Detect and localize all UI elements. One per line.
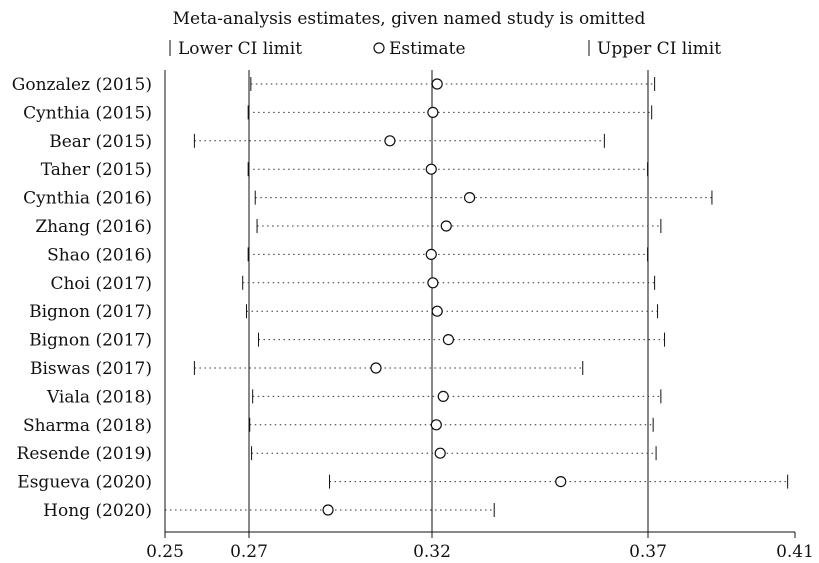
legend-upper-label: Upper CI limit	[597, 39, 721, 59]
legend-estimate-label: Estimate	[389, 39, 466, 59]
plot-area: 0.25 0.27 0.32 0.37 0.41 Gonzalez (2015) Cynth…	[12, 70, 814, 562]
study-label: Bignon (2017)	[29, 302, 152, 322]
study-label: Esgueva (2020)	[17, 473, 152, 493]
estimate-point	[425, 163, 437, 175]
study-label: Gonzalez (2015)	[12, 75, 152, 95]
legend-estimate-marker	[373, 42, 385, 54]
estimate-point	[430, 419, 442, 431]
x-tick-label: 0.41	[776, 542, 814, 562]
x-tick-label: 0.32	[413, 542, 451, 562]
study-label: Cynthia (2015)	[23, 103, 152, 123]
estimate-point	[427, 106, 439, 119]
estimate-point	[437, 390, 449, 402]
study-label: Hong (2020)	[43, 501, 152, 521]
estimate-point	[431, 78, 443, 90]
estimate-point	[384, 135, 396, 147]
estimate-point	[440, 220, 452, 232]
estimate-point	[427, 277, 439, 289]
study-label: Biswas (2017)	[30, 359, 152, 379]
study-label: Bignon (2017)	[29, 331, 152, 351]
study-label: Bear (2015)	[49, 132, 152, 152]
legend-lower-label: Lower CI limit	[178, 39, 302, 59]
estimate-point	[463, 192, 476, 204]
estimate-point	[322, 504, 334, 516]
study-label: Zhang (2016)	[35, 217, 152, 237]
study-label: Resende (2019)	[17, 444, 152, 464]
estimate-point	[425, 248, 437, 260]
x-tick-label: 0.37	[629, 542, 667, 562]
x-tick-label: 0.27	[230, 542, 268, 562]
estimate-point	[442, 334, 455, 346]
legend: Lower CI limit Estimate Upper CI limit	[169, 39, 721, 59]
study-label: Taher (2015)	[41, 160, 152, 180]
x-tick-label: 0.25	[146, 542, 184, 562]
study-label: Viala (2018)	[46, 387, 152, 407]
estimate-point	[555, 476, 567, 488]
estimate-point	[431, 305, 443, 317]
study-label: Cynthia (2016)	[23, 189, 152, 209]
estimate-point	[370, 362, 382, 374]
study-label: Choi (2017)	[50, 274, 152, 294]
study-label: Shao (2016)	[47, 245, 152, 265]
chart-title: Meta-analysis estimates, given named stu…	[173, 9, 646, 29]
estimate-point	[434, 447, 446, 459]
study-label: Sharma (2018)	[23, 416, 152, 436]
